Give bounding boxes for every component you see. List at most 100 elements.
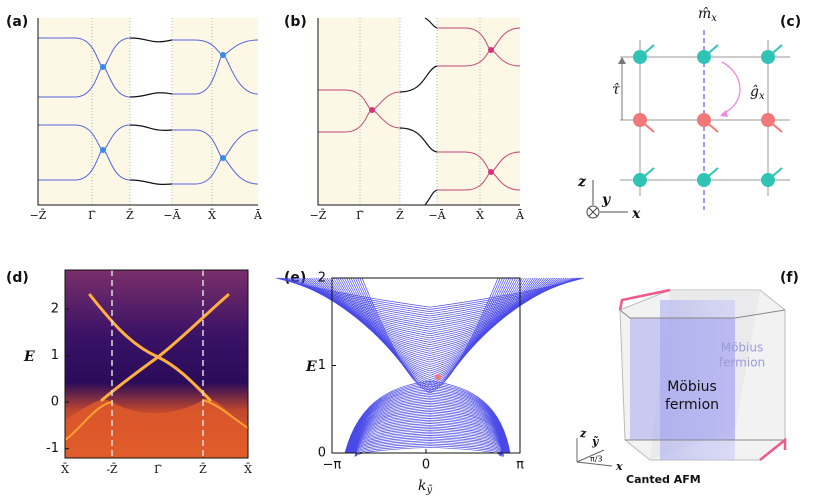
axis-label: x — [631, 206, 641, 222]
panel-e: E kỹ — [276, 277, 584, 496]
k-point-label: X̄ — [61, 463, 69, 476]
y-axis-label: E — [305, 359, 317, 375]
k-point-label: X̄ — [208, 209, 216, 222]
axes — [317, 18, 520, 206]
x-tick-label: 0 — [422, 458, 430, 473]
atom — [697, 173, 711, 187]
axis-y-cross — [588, 207, 598, 217]
band — [287, 277, 573, 319]
tau-label: τ̂ — [612, 82, 620, 98]
x-tick-label: −π — [323, 458, 342, 473]
mobius-front — [630, 318, 735, 440]
k-point-label: −Ā — [428, 209, 446, 222]
bands — [276, 277, 584, 457]
band — [348, 401, 507, 454]
band — [346, 392, 509, 454]
band — [297, 277, 563, 330]
band — [345, 384, 510, 454]
x-axis-symbol: k — [418, 478, 426, 494]
atoms — [633, 44, 783, 187]
y-tick-label: 0 — [318, 446, 326, 461]
k-point-label: X̄ — [476, 209, 484, 222]
band — [347, 395, 508, 454]
glide-sub: x — [759, 91, 765, 102]
band — [348, 277, 512, 381]
panel-label: (f) — [780, 270, 799, 286]
atom — [633, 113, 647, 127]
axis-label: z — [579, 427, 587, 440]
panel-d: E — [23, 269, 249, 459]
axis-label: z — [577, 174, 587, 190]
bands-white — [399, 17, 438, 206]
surface-bands — [64, 293, 249, 441]
y-tick-label: 1 — [318, 358, 326, 373]
k-point-label: −Z̄ — [310, 209, 327, 222]
atom — [697, 113, 711, 127]
k-point-label: X̄ — [244, 463, 252, 476]
y-tick-label: 1 — [51, 348, 59, 363]
front-text: Möbius — [667, 379, 717, 395]
k-point-label: Z̄ — [126, 209, 134, 222]
atom — [633, 173, 647, 187]
panel-label: (b) — [284, 14, 307, 30]
frame — [64, 269, 249, 459]
shade — [38, 18, 130, 205]
band — [280, 277, 580, 312]
k-point-label: Γ̄ — [88, 209, 96, 222]
band — [345, 387, 510, 454]
axis-label: x — [615, 460, 623, 473]
y-tick-label: 2 — [51, 302, 59, 317]
glide-symbol: ĝ — [750, 83, 759, 100]
mirror-label: m̂x — [698, 6, 717, 24]
k-lines — [111, 270, 204, 458]
band — [345, 385, 510, 454]
panel-label: (d) — [6, 270, 29, 286]
back-text: fermion — [719, 356, 765, 370]
y-axis-label: E — [23, 349, 35, 365]
k-point-label: Z̄ — [199, 463, 207, 476]
bands-white — [129, 37, 173, 186]
atom — [761, 113, 775, 127]
band — [346, 390, 509, 454]
y-tick-label: -1 — [46, 441, 59, 456]
axes-triad — [576, 438, 613, 467]
mirror-symbol: m̂ — [698, 6, 711, 22]
axes — [37, 18, 258, 206]
band — [282, 277, 578, 315]
shade — [318, 18, 400, 205]
mirror-sub: x — [711, 13, 717, 24]
band — [357, 277, 503, 389]
band — [289, 277, 571, 321]
atom — [633, 50, 647, 64]
band — [293, 277, 567, 326]
k-point-label: Z̄ — [396, 209, 404, 222]
caption: Canted AFM — [626, 473, 701, 486]
band — [295, 277, 565, 328]
band — [347, 397, 508, 454]
arrowhead — [618, 57, 626, 64]
panel-b — [317, 17, 521, 206]
angle-label: π/3 — [590, 455, 603, 464]
band — [346, 389, 509, 454]
panel-label: (a) — [6, 14, 28, 30]
back-text: Möbius — [721, 341, 764, 355]
band — [278, 277, 582, 310]
y-tick-label: 0 — [51, 395, 59, 410]
mobius-surface — [660, 300, 735, 460]
band — [291, 277, 569, 323]
x-axis-sub: ỹ — [425, 485, 432, 496]
k-lines — [91, 18, 213, 205]
k-point-label: Ā — [253, 209, 263, 222]
crossing-dots — [369, 47, 494, 175]
axis-label: y — [601, 192, 611, 208]
crossing-dot — [435, 374, 441, 380]
k-point-label: −Z̄ — [30, 209, 47, 222]
shade — [172, 18, 258, 205]
panel-label: (c) — [780, 14, 801, 30]
k-point-label: −Ā — [163, 209, 181, 222]
panel-label: (e) — [284, 270, 306, 286]
x-tick-label: π — [516, 458, 524, 473]
band — [300, 277, 560, 332]
band — [354, 446, 505, 457]
